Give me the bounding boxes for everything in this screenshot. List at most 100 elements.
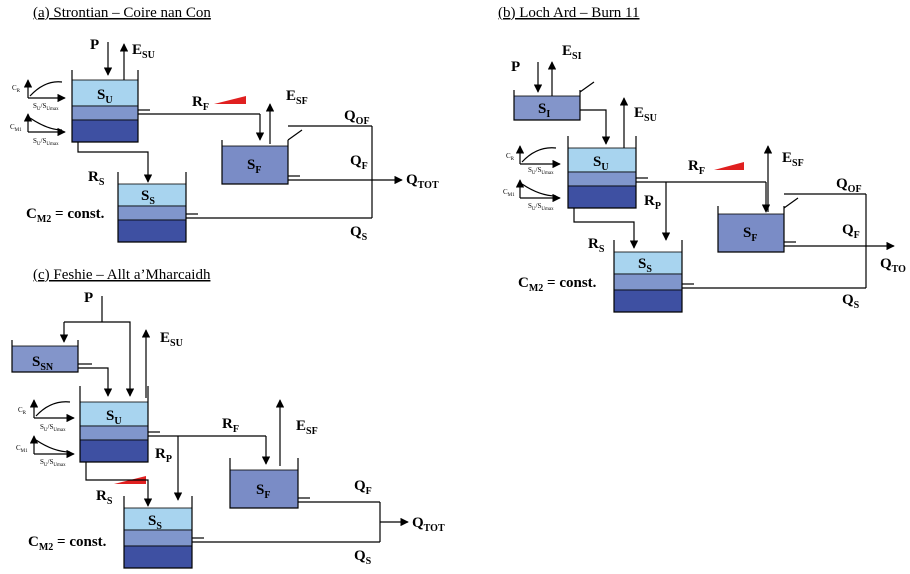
flow-line <box>71 70 139 143</box>
panel-a-upper-store: SU <box>71 70 139 143</box>
c-qtot-label: QTOT <box>412 515 445 534</box>
upper-store-mid-layer <box>71 105 139 121</box>
flow-line <box>717 206 785 253</box>
store-layer <box>11 345 79 373</box>
graph-label: CM1 <box>503 188 515 198</box>
c-qf-label: QF <box>354 478 372 497</box>
flow-arrow <box>78 367 113 397</box>
b-qtot-label: QTO <box>880 256 906 275</box>
graph-label: CR <box>18 406 27 416</box>
qs-label: QS <box>350 224 368 243</box>
store-sf-label: SF <box>247 157 261 176</box>
b-rf-label: RF <box>688 158 705 177</box>
rf-label: RF <box>192 94 209 113</box>
store-ssn-label: SSN <box>32 354 54 373</box>
graph-label: CM1 <box>16 444 28 454</box>
b-rs-arrow <box>573 208 639 249</box>
graph-label: SU/SUmax <box>528 202 554 212</box>
flow-line <box>123 496 193 569</box>
b-store-sf-label: SF <box>743 225 757 244</box>
store-layer <box>613 289 683 313</box>
b-cr-graph: CR SU/SUmax <box>506 145 561 176</box>
c-qs-label: QS <box>354 548 372 567</box>
b-qof-label: QOF <box>836 176 862 195</box>
flow-line <box>11 340 79 373</box>
b-cm2-label: CM2 = const. <box>518 275 597 294</box>
store-layer <box>79 439 149 463</box>
store-layer <box>613 273 683 291</box>
ramp-icon <box>214 96 246 104</box>
c-rs-label: RS <box>96 488 113 507</box>
store-layer <box>567 185 637 209</box>
panel-b-fast-store: SF <box>717 197 799 253</box>
b-store-su-label: SU <box>593 154 609 173</box>
flow-arrow <box>85 462 153 507</box>
upper-store-bottom-layer <box>71 119 139 143</box>
flow-arrow <box>580 109 611 145</box>
b-precip-label: P <box>511 59 520 75</box>
b-evap-su-label: ESU <box>634 105 657 124</box>
panel-c-title: (c) Feshie – Allt a’Mharcaidh <box>33 267 211 283</box>
c-store-su-label: SU <box>106 408 122 427</box>
c-rp-label: RP <box>155 446 172 465</box>
panel-b-title: (b) Loch Ard – Burn 11 <box>498 5 640 21</box>
cm2-label: CM2 = const. <box>26 206 105 225</box>
b-rs-label: RS <box>588 236 605 255</box>
panel-b-interception-store: SI <box>513 81 595 121</box>
cm1-graph: CM1 SU/SUmax <box>10 113 66 147</box>
upper-store-top-layer <box>71 79 139 107</box>
b-ramp-icon <box>714 162 744 170</box>
panel-c-slow-store: SS <box>123 496 193 569</box>
c-store-sf-label: SF <box>256 482 270 501</box>
b-evap-sf-label: ESF <box>782 150 804 169</box>
flow-line <box>567 136 637 209</box>
graph-label: SU/SUmax <box>40 423 66 433</box>
c-cm2-label: CM2 = const. <box>28 534 107 553</box>
graph-label: SU/SUmax <box>33 102 59 112</box>
panel-c-snow-store: SSN <box>11 340 79 373</box>
c-rf-label: RF <box>222 416 239 435</box>
panel-a: (a) Strontian – Coire nan Con SU P ESU C… <box>10 5 439 243</box>
flow-line <box>513 90 581 121</box>
flow-line <box>521 183 557 197</box>
graph-label: CM1 <box>10 123 22 133</box>
flow-line <box>221 140 289 185</box>
flow-line <box>521 147 557 163</box>
store-layer <box>117 205 187 221</box>
panel-c-upper-store: SU <box>79 386 149 463</box>
rs-arrow <box>77 142 153 183</box>
store-layer <box>117 219 187 243</box>
evap-si-label: ESI <box>562 43 582 62</box>
c-cm1-graph: CM1 SU/SUmax <box>16 435 75 468</box>
qof-label: QOF <box>344 108 370 127</box>
store-ss-label: SS <box>141 188 155 207</box>
store-layer <box>123 529 193 547</box>
cr-graph: CR SU/SUmax <box>12 79 66 112</box>
graph-label: CR <box>12 84 21 94</box>
b-store-ss-label: SS <box>638 256 652 275</box>
panel-a-slow-store: SS <box>117 172 187 243</box>
panel-b: (b) Loch Ard – Burn 11 SI P ESI SU ESU <box>498 5 906 313</box>
flow-line <box>579 81 595 93</box>
c-cr-graph: CR SU/SUmax <box>18 399 75 433</box>
panel-b-upper-store: SU <box>567 136 637 209</box>
store-su-label: SU <box>97 87 113 106</box>
precip-label: P <box>90 37 99 53</box>
flow-line <box>35 439 71 453</box>
graph-label: SU/SUmax <box>33 137 59 147</box>
flow-line <box>613 240 683 313</box>
flow-line <box>29 81 63 97</box>
c-store-ss-label: SS <box>148 513 162 532</box>
panel-c-fast-store: SF <box>229 458 299 509</box>
flow-line <box>79 386 149 463</box>
evap-sf-label: ESF <box>286 88 308 107</box>
flow-line <box>29 117 63 131</box>
rs-label: RS <box>88 169 105 188</box>
flow-line <box>35 401 71 417</box>
panel-a-fast-store: SF <box>221 129 303 185</box>
evap-su-label: ESU <box>132 42 155 61</box>
qtot-label: QTOT <box>406 172 439 191</box>
flow-line <box>229 458 299 509</box>
